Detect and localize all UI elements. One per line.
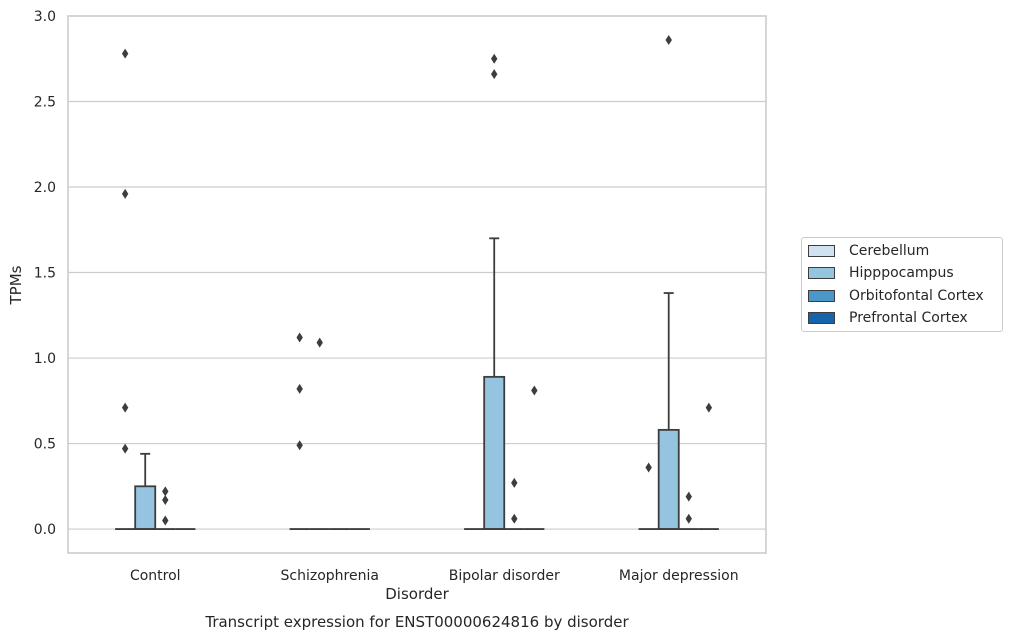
y-tick-label: 1.0	[34, 351, 56, 367]
y-axis-label: TPMs	[7, 265, 25, 305]
legend: Cerebellum Hipppocampus Orbitofontal Cor…	[801, 237, 1003, 332]
outlier-point	[645, 462, 652, 473]
legend-item-orbitofrontal-cortex: Orbitofontal Cortex	[808, 287, 984, 305]
outlier-point	[511, 477, 518, 488]
legend-label: Orbitofontal Cortex	[849, 288, 984, 304]
outlier-point	[121, 188, 129, 199]
box-group	[678, 491, 699, 530]
outlier-point	[121, 443, 129, 454]
legend-item-hippocampus: Hipppocampus	[808, 264, 954, 282]
outlier-point	[531, 385, 538, 396]
box	[134, 485, 157, 530]
y-tick-label: 2.5	[34, 95, 56, 111]
outlier-point	[491, 69, 498, 80]
y-tick-labels: 0.0 0.5 1.0 1.5 2.0 2.5 3.0	[34, 9, 56, 538]
box-plots	[115, 34, 719, 530]
x-tick-label: Major depression	[619, 568, 739, 584]
outlier-point	[296, 440, 303, 451]
outlier-point	[162, 486, 169, 497]
legend-item-cerebellum: Cerebellum	[808, 242, 929, 260]
legend-label: Hipppocampus	[849, 265, 954, 281]
legend-label: Prefrontal Cortex	[849, 310, 968, 326]
box-group	[698, 402, 719, 530]
outlier-point	[491, 53, 498, 64]
x-tick-label: Control	[130, 568, 181, 584]
box-group	[504, 477, 525, 530]
y-tick-label: 0.5	[34, 437, 56, 453]
box-group	[483, 53, 506, 530]
box-group	[638, 462, 659, 530]
outlier-point	[665, 34, 672, 45]
outlier-point	[162, 515, 169, 526]
box-group	[524, 385, 545, 530]
box	[483, 375, 506, 530]
plot-background	[67, 15, 767, 554]
x-axis-label: Disorder	[385, 585, 449, 603]
y-tick-label: 3.0	[34, 9, 56, 25]
y-tick-label: 0.0	[34, 522, 56, 538]
outlier-point	[685, 513, 692, 524]
outlier-point	[316, 337, 323, 348]
legend-item-prefrontal-cortex: Prefrontal Cortex	[808, 309, 968, 327]
outlier-point	[511, 513, 518, 524]
outlier-point	[296, 332, 303, 343]
box-group	[657, 34, 680, 530]
chart-caption: Transcript expression for ENST0000062481…	[204, 613, 629, 631]
legend-label: Cerebellum	[849, 243, 930, 259]
x-tick-label: Bipolar disorder	[449, 568, 560, 584]
outlier-point	[296, 383, 303, 394]
legend-swatch-hippocampus	[808, 267, 835, 279]
legend-swatch-orbitofrontal-cortex	[808, 290, 835, 302]
x-tick-labels: Control Schizophrenia Bipolar disorder Majo…	[130, 568, 739, 584]
box-group	[134, 452, 157, 530]
legend-swatch-prefrontal-cortex	[808, 312, 835, 324]
y-tick-label: 1.5	[34, 266, 56, 282]
outlier-point	[685, 491, 692, 502]
outlier-point	[121, 48, 129, 59]
box-group	[115, 48, 136, 530]
box-group	[289, 332, 310, 530]
box-group	[309, 337, 330, 530]
y-tick-label: 2.0	[34, 180, 56, 196]
x-tick-label: Schizophrenia	[281, 568, 379, 584]
box	[657, 428, 680, 530]
outlier-point	[121, 402, 129, 413]
outlier-point	[162, 494, 169, 505]
legend-swatch-cerebellum	[808, 245, 835, 257]
box-group	[155, 486, 176, 530]
outlier-point	[705, 402, 713, 413]
